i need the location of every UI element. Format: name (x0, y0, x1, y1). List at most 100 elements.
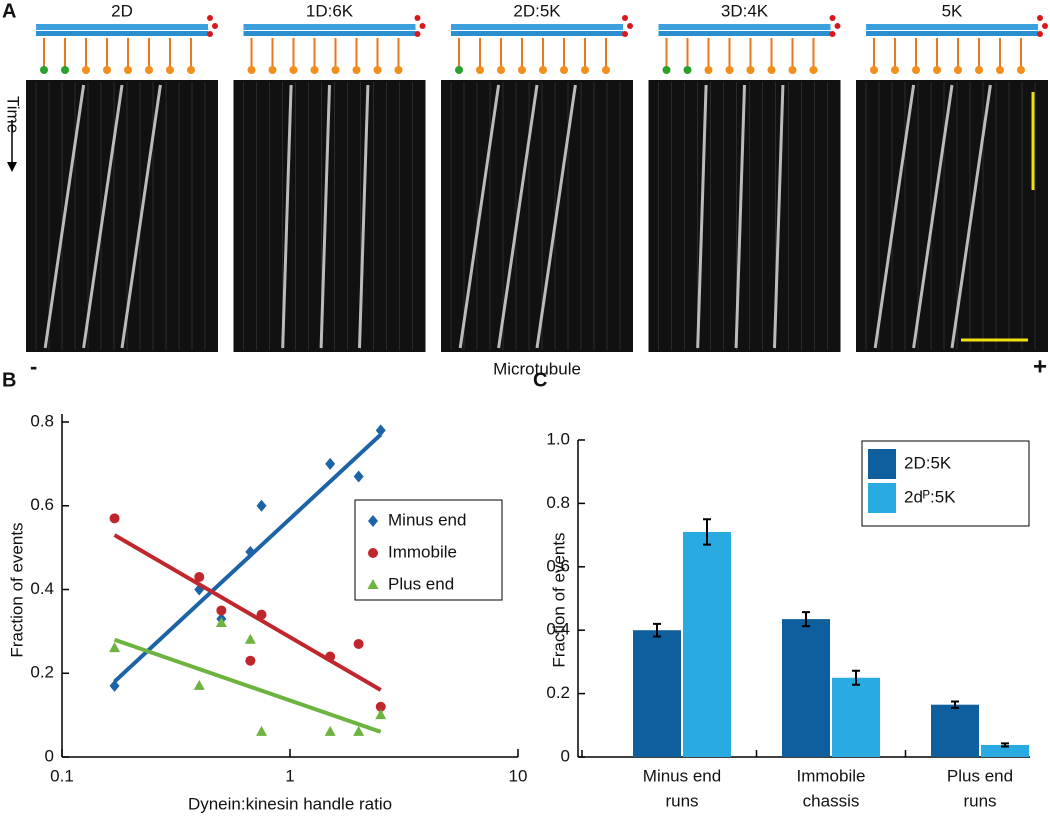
legend-swatch (868, 449, 896, 479)
motor-head (61, 66, 69, 74)
fit-line (113, 433, 383, 684)
x-tick-label: 10 (509, 766, 528, 785)
y-axis-label: Fraction of events (549, 532, 568, 667)
marker-dot (1042, 23, 1048, 29)
kymo-track (497, 84, 539, 349)
microtubule (866, 31, 1038, 36)
bar (832, 677, 880, 757)
x-tick-label: runs (665, 791, 698, 810)
error-bar (1001, 742, 1009, 748)
microtubule (451, 31, 623, 36)
microtubule (451, 24, 623, 30)
kymo-track (696, 84, 708, 349)
point (325, 457, 336, 470)
marker-dot (829, 31, 836, 37)
marker-dot (834, 23, 841, 29)
motor-head (247, 66, 256, 74)
marker-dot (419, 23, 426, 29)
point (375, 709, 387, 720)
motor-head (560, 66, 568, 74)
y-tick-label: 0.6 (30, 495, 54, 514)
condition-label: 3D:4K (721, 1, 769, 20)
motor-head (581, 66, 589, 74)
point (256, 725, 268, 736)
point (109, 513, 120, 524)
point (194, 571, 205, 582)
y-tick-label: 0.6 (546, 556, 570, 575)
motor-head (996, 66, 1004, 74)
bar (683, 531, 731, 757)
marker-dot (622, 31, 628, 37)
legend-label: Minus end (388, 510, 466, 529)
motor-head (394, 66, 403, 74)
marker-dot (622, 15, 628, 21)
motor-head (683, 66, 692, 74)
bar (981, 744, 1029, 757)
microtubule (658, 24, 831, 30)
kymo-track (873, 84, 916, 349)
error-bar (653, 622, 661, 638)
point (215, 617, 227, 627)
bar (633, 630, 681, 757)
x-tick-label: runs (963, 791, 996, 810)
motor-head (975, 66, 983, 74)
error-bar (951, 700, 959, 709)
legend-marker (367, 579, 379, 589)
microtubule-label: Microtubule (493, 359, 581, 378)
plus-label: + (1033, 353, 1047, 380)
marker-dot (207, 31, 213, 37)
point (325, 651, 336, 662)
x-tick-label: 1 (285, 766, 294, 785)
point (353, 725, 365, 736)
kymo-track (319, 84, 331, 349)
kymograph (26, 80, 218, 352)
y-tick-label: 0.2 (546, 683, 570, 702)
fit-line (113, 533, 382, 692)
kymo-track (734, 84, 746, 349)
motor-head (166, 66, 174, 74)
kymograph (441, 80, 633, 352)
motor-head (289, 66, 298, 74)
time-arrowhead (7, 162, 17, 172)
motor-head (788, 66, 797, 74)
kymo-track (120, 84, 162, 349)
marker-dot (212, 23, 218, 29)
motor-head (103, 66, 111, 74)
condition-label: 1D:6K (306, 1, 354, 20)
condition-label: 2D:5K (513, 1, 561, 20)
motor-head (352, 66, 361, 74)
y-tick-label: 1.0 (546, 429, 570, 448)
motor-head (187, 66, 195, 74)
kymo-track (912, 84, 954, 349)
x-axis-label: Dynein:kinesin handle ratio (188, 794, 392, 813)
motor-head (912, 66, 920, 74)
point (375, 424, 386, 437)
legend-swatch (868, 483, 896, 513)
motor-head (767, 66, 776, 74)
microtubule (36, 24, 208, 30)
x-tick-label: Minus end (643, 766, 721, 785)
point (193, 679, 205, 690)
marker-dot (829, 15, 836, 21)
motor-head (331, 66, 340, 74)
y-tick-label: 0.8 (30, 411, 54, 430)
panel-label: A (2, 0, 16, 22)
bar (782, 619, 830, 757)
panel-label: C (533, 369, 547, 391)
motor-head (145, 66, 153, 74)
point (256, 609, 267, 620)
legend-label: Immobile (388, 542, 457, 561)
marker-dot (1037, 15, 1043, 21)
condition-label: 5K (942, 1, 963, 20)
motor-head (602, 66, 610, 74)
marker-dot (414, 15, 421, 21)
motor-head (124, 66, 132, 74)
legend-label: 2D:5K (904, 453, 952, 472)
motor-head (310, 66, 319, 74)
kymo-track (43, 84, 86, 349)
motor-head (746, 66, 755, 74)
kymo-track (773, 84, 785, 349)
marker-dot (627, 23, 633, 29)
kymo-track (535, 84, 577, 349)
y-tick-label: 0.4 (30, 579, 54, 598)
